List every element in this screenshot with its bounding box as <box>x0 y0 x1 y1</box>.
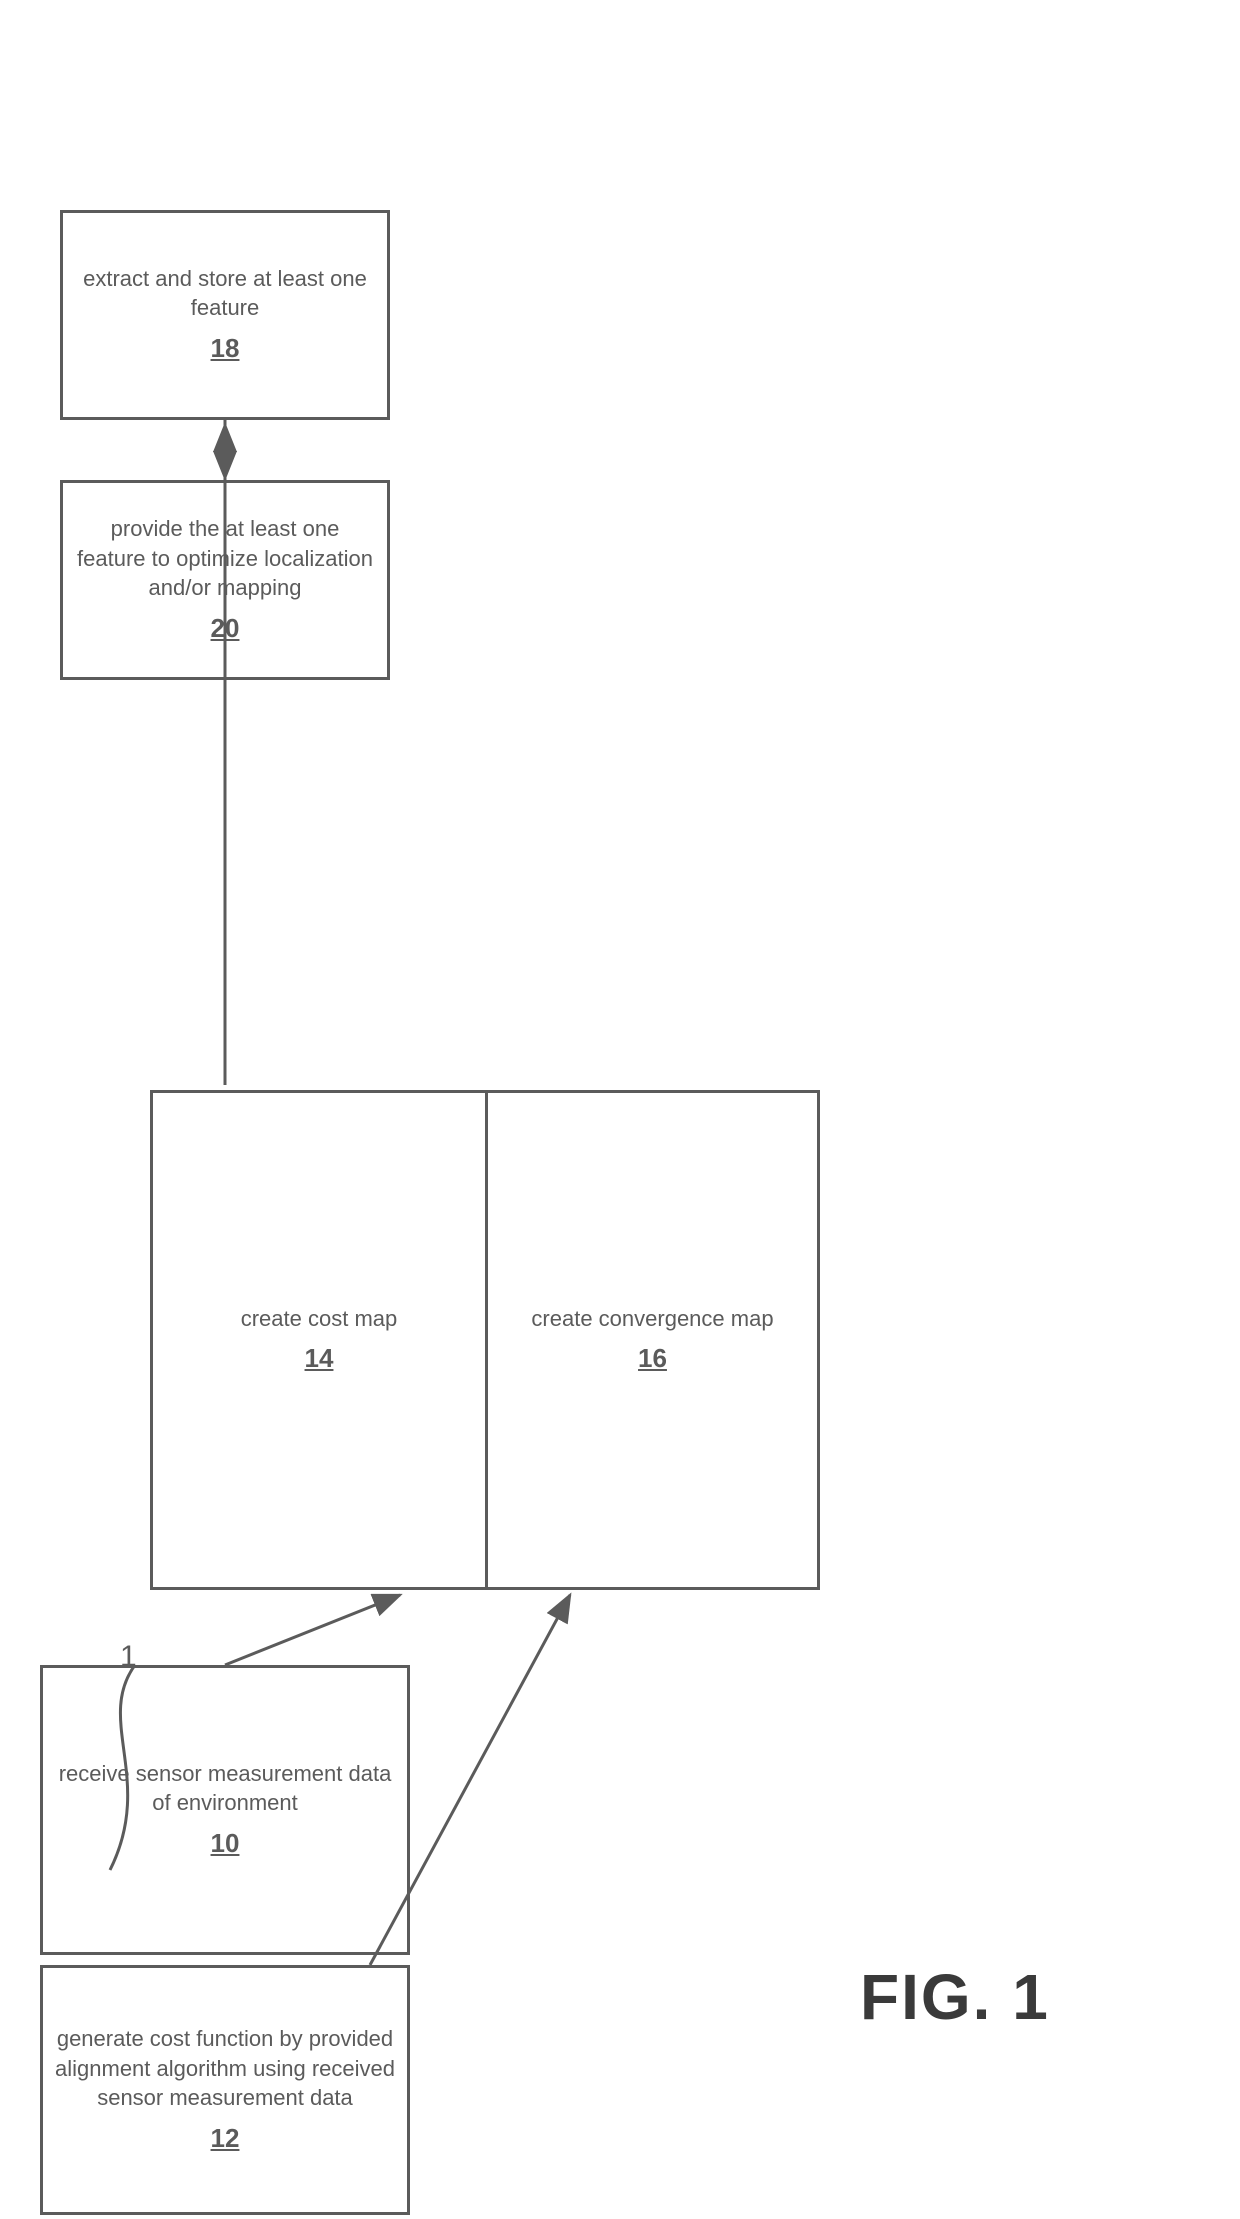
node-receive-sensor-data: receive sensor measurement data of envir… <box>40 1665 410 1955</box>
figure-caption: FIG. 1 <box>860 1960 1050 2034</box>
node-number: 20 <box>211 611 240 646</box>
node-label: create convergence map <box>531 1304 773 1334</box>
node-number: 14 <box>305 1341 334 1376</box>
edge-b10-to-group <box>225 1595 400 1665</box>
node-generate-cost-function: generate cost function by provided align… <box>40 1965 410 2215</box>
node-number: 18 <box>211 331 240 366</box>
node-number: 12 <box>211 2121 240 2156</box>
node-number: 10 <box>211 1826 240 1861</box>
flowchart-canvas: 1 receive sensor measurement data of env… <box>0 0 1240 2219</box>
node-provide-feature-optimize: provide the at least one feature to opti… <box>60 480 390 680</box>
node-number: 16 <box>638 1341 667 1376</box>
node-label: provide the at least one feature to opti… <box>75 514 375 603</box>
node-create-cost-map: create cost map 14 <box>150 1090 485 1590</box>
node-extract-store-feature: extract and store at least one feature 1… <box>60 210 390 420</box>
node-label: create cost map <box>241 1304 398 1334</box>
node-create-convergence-map: create convergence map 16 <box>485 1090 820 1590</box>
node-label: extract and store at least one feature <box>75 264 375 323</box>
node-label: receive sensor measurement data of envir… <box>55 1759 395 1818</box>
node-label: generate cost function by provided align… <box>55 2024 395 2113</box>
